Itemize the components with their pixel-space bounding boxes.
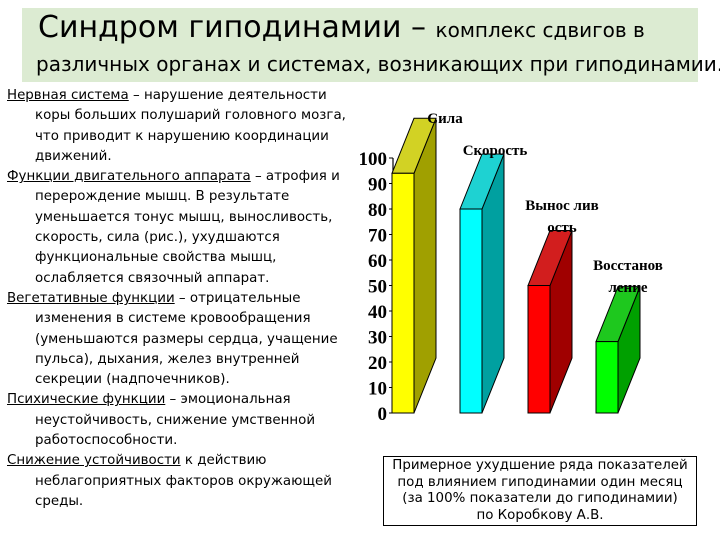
paragraph-text: к действию неблагоприятных факторов окру… — [35, 453, 332, 509]
paragraph-nervous-system: Нервная система – нарушение деятельности… — [7, 86, 352, 167]
paragraph-mental: Психические функции – эмоциональная неус… — [7, 390, 352, 451]
term: Вегетативные функции — [7, 290, 175, 306]
title-main: Синдром гиподинамии – — [38, 10, 436, 45]
bar — [595, 341, 619, 414]
y-tick-label: 0 — [378, 404, 388, 425]
title-band — [22, 8, 698, 82]
slide-title: Синдром гиподинамии – комплекс сдвигов в — [38, 10, 645, 45]
paragraph-text: – нарушение деятельности коры больших по… — [35, 88, 346, 164]
paragraph-resistance: Снижение устойчивости к действию неблаго… — [7, 451, 352, 512]
term: Психические функции — [7, 392, 166, 408]
y-tick-label: 10 — [368, 379, 387, 400]
paragraph-text: – эмоциональная неустойчивость, снижение… — [35, 392, 316, 449]
bar-category-label: Восстанов — [593, 258, 663, 274]
paragraph-text: – отрицательные изменения в системе кров… — [35, 290, 338, 388]
chart-caption: Примерное ухудшение ряда показателей под… — [383, 456, 697, 526]
paragraph-vegetative: Вегетативные функции – отрицательные изм… — [7, 289, 352, 390]
caption-line: по Коробкову А.В. — [476, 507, 604, 523]
caption-line: (за 100% показатели до гиподинамии) — [402, 491, 678, 506]
bar — [459, 208, 483, 414]
paragraph-motor-apparatus: Функции двигательного аппарата – атрофия… — [7, 167, 352, 289]
caption-line: Примерное ухудшение ряда показателей — [392, 458, 688, 473]
y-tick-label: 70 — [368, 226, 387, 247]
y-tick-label: 90 — [368, 175, 387, 196]
term: Снижение устойчивости — [7, 453, 181, 469]
term: Функции двигательного аппарата — [7, 169, 251, 185]
y-tick-label: 50 — [368, 277, 387, 298]
title-subline: различных органах и системах, возникающи… — [36, 52, 720, 76]
y-tick-label: 100 — [359, 149, 388, 170]
y-tick-label: 60 — [368, 251, 387, 272]
bar — [527, 285, 551, 414]
chart-axis: 0 10 20 30 40 50 60 70 80 90 100 — [359, 149, 394, 425]
body-text: Нервная система – нарушение деятельности… — [7, 86, 352, 512]
bar-category-label: ление — [608, 280, 647, 296]
bar-category-label: Скорость — [463, 143, 528, 159]
y-tick-label: 40 — [368, 302, 387, 323]
y-tick-label: 30 — [368, 328, 387, 349]
bar-category-label: Выноc лив — [525, 198, 598, 214]
paragraph-text: – атрофия и перерождение мышц. В результ… — [35, 169, 340, 286]
title-rest: комплекс сдвигов в — [435, 18, 645, 42]
y-tick-label: 80 — [368, 200, 387, 221]
y-tick-label: 20 — [368, 353, 387, 374]
caption-line: под влиянием гиподинамии один месяц — [397, 474, 683, 490]
chart-bars — [391, 117, 641, 414]
term: Нервная система — [7, 88, 129, 103]
bar — [391, 172, 415, 414]
bar-category-label: Сила — [427, 111, 463, 127]
bar-category-label: ость — [547, 220, 577, 236]
